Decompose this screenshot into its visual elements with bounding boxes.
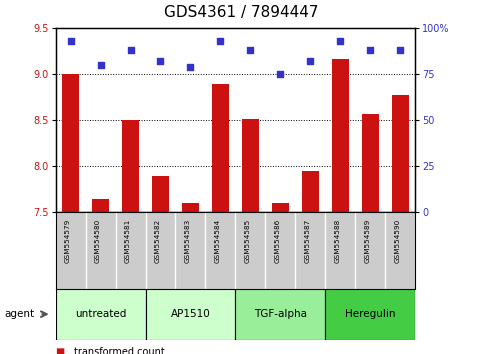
Text: TGF-alpha: TGF-alpha [254,309,307,319]
Point [156,59,164,64]
Bar [122,120,139,212]
Bar [332,59,349,212]
Point [397,47,404,53]
Bar [212,84,229,212]
Bar [392,95,409,212]
Point [67,38,74,44]
Text: GSM554589: GSM554589 [364,218,370,263]
Point [127,47,134,53]
Text: GSM554586: GSM554586 [274,218,281,263]
Bar [302,171,319,212]
Bar [152,176,169,212]
Text: untreated: untreated [75,309,126,319]
Bar [326,289,415,340]
Text: agent: agent [5,309,35,319]
Bar [56,289,145,340]
Bar [145,289,236,340]
Bar [236,289,326,340]
Bar [242,119,259,212]
Text: GSM554582: GSM554582 [155,218,160,263]
Bar [92,199,109,212]
Point [247,47,255,53]
Text: GSM554584: GSM554584 [214,218,220,263]
Text: GDS4361 / 7894447: GDS4361 / 7894447 [164,5,319,20]
Text: GSM554583: GSM554583 [185,218,190,263]
Text: ■: ■ [56,347,65,354]
Point [216,38,224,44]
Text: GSM554588: GSM554588 [334,218,341,263]
Bar [62,74,79,212]
Point [277,72,284,77]
Bar [182,203,199,212]
Text: Heregulin: Heregulin [345,309,396,319]
Text: GSM554579: GSM554579 [65,218,71,263]
Point [186,64,194,70]
Text: AP1510: AP1510 [170,309,211,319]
Text: GSM554580: GSM554580 [95,218,100,263]
Text: GSM554581: GSM554581 [125,218,130,263]
Point [367,47,374,53]
Text: GSM554587: GSM554587 [304,218,311,263]
Text: GSM554585: GSM554585 [244,218,251,263]
Point [97,62,104,68]
Point [337,38,344,44]
Bar [272,203,289,212]
Bar [362,114,379,212]
Point [307,59,314,64]
Text: transformed count: transformed count [74,347,165,354]
Text: GSM554590: GSM554590 [395,218,400,263]
